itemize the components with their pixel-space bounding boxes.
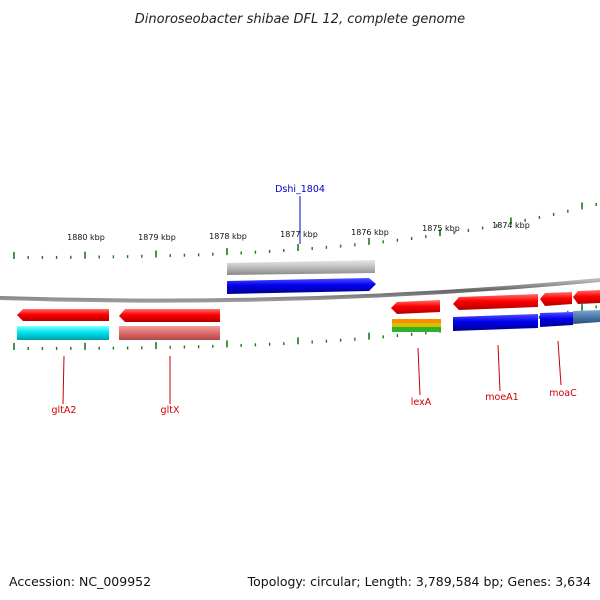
lexa-feature-yellow[interactable] (392, 323, 441, 327)
lexa-feature-orange[interactable] (392, 319, 441, 324)
label-leaders (62, 196, 562, 405)
gene-label-moac[interactable]: moaC (549, 388, 577, 399)
partial-gene-arrow[interactable] (573, 290, 600, 304)
gene-label-moea1[interactable]: moeA1 (485, 392, 518, 403)
genome-title: Dinoroseobacter shibae DFL 12, complete … (135, 12, 465, 27)
moac-leader-line (557, 340, 562, 386)
accession-text: Accession: NC_009952 (9, 574, 151, 589)
moea1-gene-arrow[interactable] (453, 294, 538, 310)
moea1-leader-line (497, 344, 501, 392)
gene-label-lexa[interactable]: lexA (411, 397, 432, 408)
ruler-label-1880: 1880 kbp (67, 233, 105, 242)
glta2-leader-line (62, 355, 65, 405)
ruler-label-1875: 1875 kbp (422, 224, 460, 233)
glta2-cds-bar[interactable] (17, 326, 109, 340)
moac-cds-bar[interactable] (540, 312, 573, 327)
gene-label-gltx[interactable]: gltX (161, 405, 180, 416)
gene-moac[interactable] (540, 292, 573, 327)
gene-glta2[interactable] (17, 309, 109, 340)
partial-cds-bar[interactable] (573, 310, 600, 324)
lexa-leader-line (417, 347, 421, 396)
dshi-1804-gene-bar[interactable] (227, 260, 375, 275)
gltx-cds-bar[interactable] (119, 326, 220, 340)
glta2-gene-arrow[interactable] (17, 309, 109, 321)
ruler-label-1878: 1878 kbp (209, 232, 247, 241)
gene-label-dshi-1804[interactable]: Dshi_1804 (275, 184, 325, 195)
genome-backbone (0, 278, 600, 303)
moac-gene-arrow[interactable] (540, 292, 572, 306)
ruler-labels: 1880 kbp 1879 kbp 1878 kbp 1877 kbp 1876… (67, 221, 530, 242)
gene-partial-right[interactable] (573, 290, 600, 324)
moea1-cds-bar[interactable] (453, 314, 538, 331)
lexa-feature-green[interactable] (392, 327, 441, 332)
ruler-label-1877: 1877 kbp (280, 230, 318, 239)
gene-moea1[interactable] (453, 294, 538, 331)
genome-summary-text: Topology: circular; Length: 3,789,584 bp… (247, 574, 591, 589)
dshi-1804-cds-arrow[interactable] (227, 278, 376, 294)
gene-lexa[interactable] (391, 300, 441, 332)
lexa-gene-arrow[interactable] (391, 300, 440, 314)
ruler-label-1879: 1879 kbp (138, 233, 176, 242)
gene-label-glta2[interactable]: gltA2 (52, 405, 77, 416)
ruler-label-1876: 1876 kbp (351, 228, 389, 237)
gene-gltx[interactable] (119, 309, 220, 340)
upper-tick-track (13, 202, 597, 259)
ruler-label-1874: 1874 kbp (492, 221, 530, 230)
gene-dshi-1804[interactable] (227, 260, 376, 294)
gltx-gene-arrow[interactable] (119, 309, 220, 322)
